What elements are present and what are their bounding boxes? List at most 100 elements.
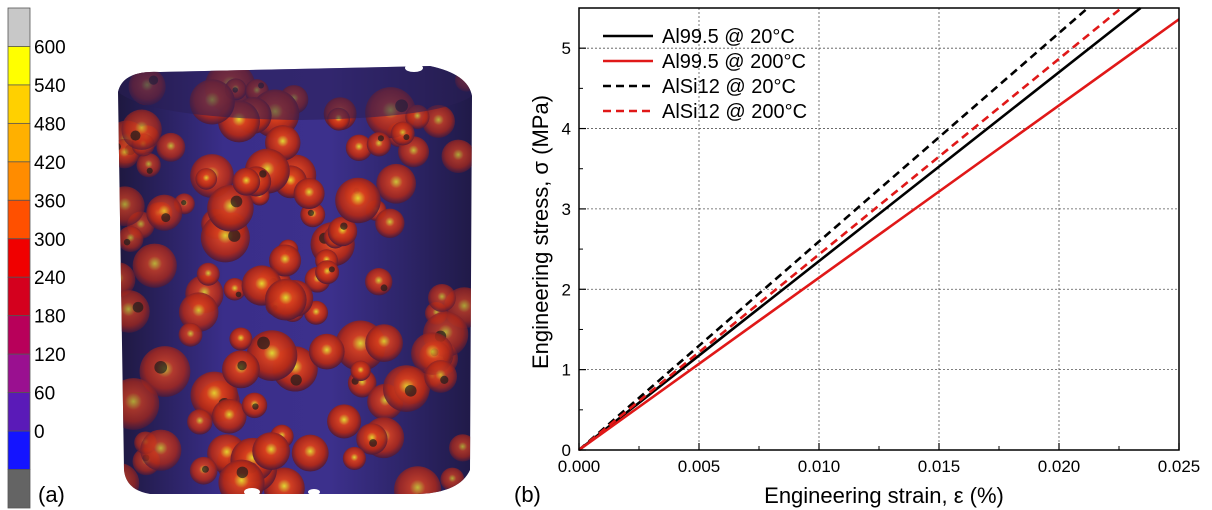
foam-pore-spot [259,170,267,178]
colorbar-tick-label: 360 [34,191,66,212]
colorbar-tick-label: 180 [34,307,66,328]
foam-pore [218,459,265,494]
chart-grid [579,8,1179,450]
foam-pore [229,327,253,351]
plot-frame [578,7,1180,451]
foam-pore [365,324,403,362]
foam-pore [427,283,456,312]
foam-pore-spot [181,199,187,206]
colorbar-segment [7,430,31,470]
x-tick-label: 0.015 [918,457,961,476]
foam-pore [118,226,144,252]
foam-pore [268,244,302,277]
foam-pore-spot [404,384,417,397]
legend-label: AlSi12 @ 20°C [662,76,796,98]
foam-pore-spot [132,301,144,313]
colorbar-segment [7,392,31,432]
y-tick-label: 2 [562,280,571,299]
foam-pore-spot [118,142,121,151]
foam-pore [366,132,392,157]
foam-pore-spot [123,238,131,246]
colorbar-tick-label: 120 [34,345,66,366]
foam-pore [356,423,388,455]
foam-pore [448,434,472,462]
y-axis-label: Engineering stress, σ (MPa) [528,95,553,369]
y-axis-ticks: 0 1 2 3 4 5 [562,39,586,460]
foam-pore [196,262,220,286]
foam-pore-spot [252,403,259,410]
foam-pore [118,290,150,333]
legend-label: AlSi12 @ 200°C [662,101,807,123]
foam-pore [252,432,290,470]
colorbar-segment [7,276,31,317]
foam-pore [345,134,373,161]
foam-pore-spot [146,167,153,174]
foam-pore-spot [380,284,388,292]
foam-pore [350,360,371,382]
foam-pore-spot [236,466,249,479]
y-tick-label: 1 [562,361,571,380]
foam-pore [327,404,362,439]
foam-pore [178,292,219,332]
x-tick-label: 0.020 [1038,457,1081,476]
foam-pore-spot [307,209,315,217]
foam-pore-spot [228,229,241,242]
foam-pore [394,466,442,494]
y-tick-label: 0 [562,441,571,460]
foam-pore [121,109,162,150]
foam-pore [118,463,140,494]
foam-pore-spot [235,291,242,298]
foam-pore-spot [440,375,449,384]
foam-pore [211,398,247,434]
foam-pore [440,467,465,492]
foam-pore-spot [257,336,270,350]
foam-pore [390,121,415,146]
foam-pore-spot [340,222,348,230]
foam-pore [376,163,416,204]
foam-pore [195,168,218,190]
foam-pore [118,186,145,227]
foam-pore [156,132,186,162]
foam-pore [335,177,381,224]
series-line-3 [578,7,1089,451]
foam-pore-spot [290,374,302,386]
colorbar-segment [7,315,31,355]
y-tick-label: 5 [562,39,571,58]
colorbar-tick-label: 480 [34,114,66,135]
colorbar [7,7,31,509]
foam-pore [293,177,325,210]
foam-pore [342,446,366,471]
foam-pore [207,185,254,232]
colorbar-tick-label: 600 [34,37,66,58]
foam-pore-spot [130,130,141,141]
foam-pore [375,208,405,238]
colorbar-tick-label: 420 [34,153,66,174]
panel-b: 0.000 0.005 0.010 0.015 0.020 0.025 0 1 2 3 4 5 En… [514,6,1200,508]
colorbar-segment [7,353,31,394]
colorbar-segment [7,7,31,47]
chart-series [578,6,1180,452]
colorbar-segment [7,238,31,278]
foam-pore-spot [154,360,168,374]
colorbar-tick-label: 0 [34,422,45,443]
series-line-2 [578,18,1180,452]
x-tick-label: 0.000 [558,457,601,476]
y-tick-label: 3 [562,200,571,219]
colorbar-segment [7,469,31,509]
foam-pore-spot [469,82,472,89]
foam-pore [424,360,457,393]
foam-pore [327,216,358,247]
legend: Al99.5 @ 20°C Al99.5 @ 200°C AlSi12 @ 20°C… [603,26,807,123]
foam-pore [118,378,160,430]
legend-label: Al99.5 @ 200°C [662,51,806,73]
foam-pore-spot [369,439,378,447]
foam-pore [264,278,307,321]
foam-cylinder-render [118,64,472,496]
foam-pore [132,243,177,288]
foam-pore [136,153,161,178]
foam-pore-spot [202,465,209,473]
foam-pore [315,260,340,285]
